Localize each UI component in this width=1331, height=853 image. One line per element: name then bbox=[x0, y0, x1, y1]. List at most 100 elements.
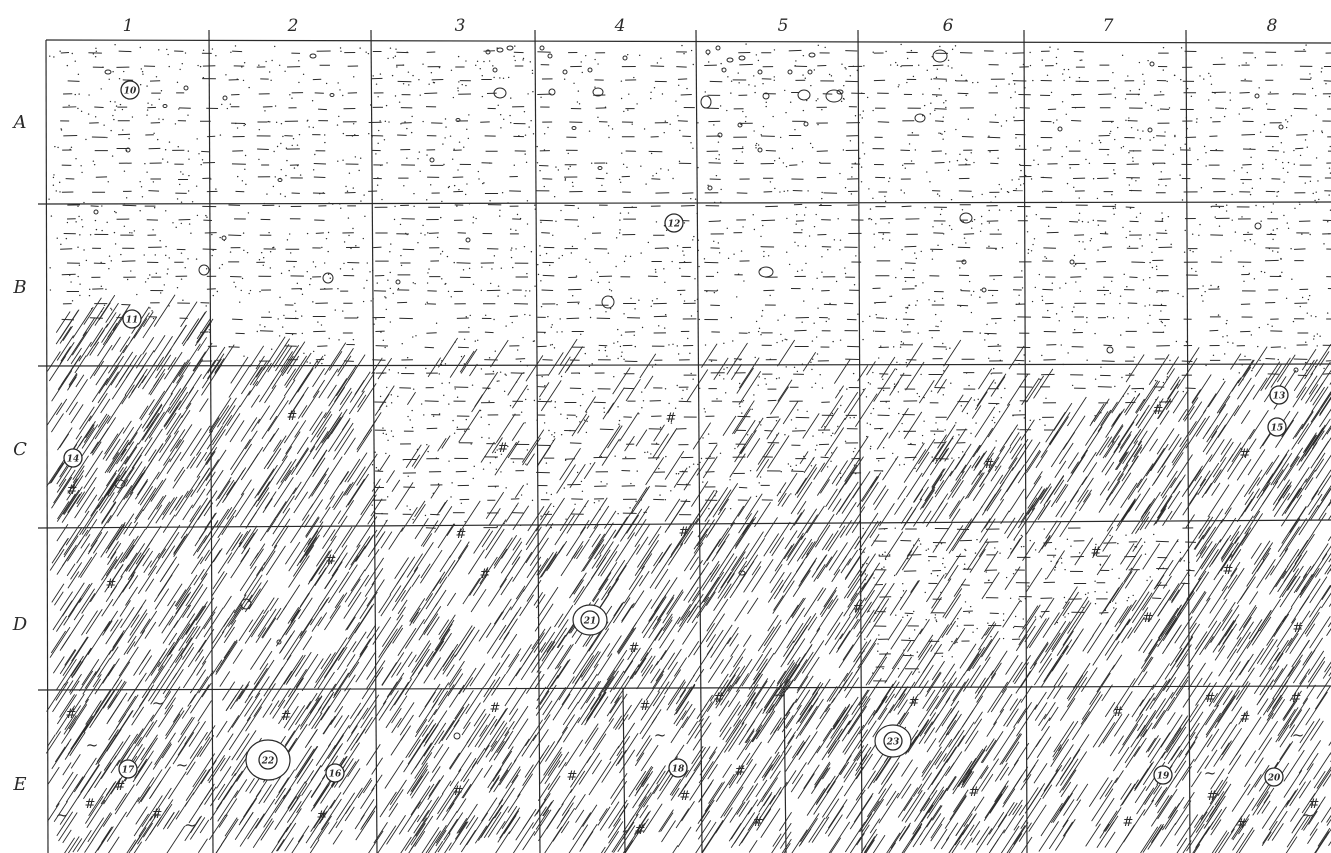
pebble bbox=[1147, 127, 1153, 133]
hash-mark: # bbox=[666, 411, 677, 426]
column-label: 3 bbox=[455, 16, 466, 36]
pebble bbox=[1106, 346, 1114, 354]
wave-mark: ~ bbox=[1302, 806, 1315, 824]
pebble bbox=[803, 121, 809, 127]
find-number: 16 bbox=[329, 770, 342, 780]
column-label: 1 bbox=[123, 16, 134, 36]
pebble bbox=[726, 57, 734, 63]
row-label: A bbox=[12, 112, 27, 133]
pebble bbox=[1149, 61, 1155, 67]
pebble bbox=[492, 67, 498, 73]
grid-line-col-12 bbox=[208, 29, 214, 853]
pebble bbox=[622, 55, 628, 61]
grid-subline-e4 bbox=[622, 687, 626, 853]
hash-mark: # bbox=[1293, 621, 1304, 636]
pebble bbox=[429, 157, 435, 163]
pebble bbox=[455, 118, 461, 122]
column-label: 8 bbox=[1267, 16, 1278, 36]
pebble bbox=[309, 53, 317, 59]
column-label: 6 bbox=[943, 16, 954, 36]
find-number: 17 bbox=[122, 766, 135, 776]
pebble bbox=[198, 264, 210, 276]
pebble bbox=[329, 93, 335, 97]
grid-line-row-cd bbox=[37, 519, 1331, 529]
wave-mark: ~ bbox=[56, 806, 69, 824]
pebble bbox=[738, 55, 746, 61]
pebble bbox=[797, 89, 811, 101]
pebble bbox=[547, 53, 553, 59]
wave-mark: ~ bbox=[1204, 764, 1217, 782]
hash-mark: # bbox=[453, 784, 464, 799]
grid-subline-e5 bbox=[783, 686, 787, 853]
pebble bbox=[981, 287, 987, 293]
hash-mark: # bbox=[753, 815, 764, 830]
find-marker: 16 bbox=[325, 763, 345, 783]
pebble bbox=[592, 87, 604, 97]
pebble bbox=[715, 45, 721, 51]
find-marker: 22 bbox=[245, 739, 291, 781]
grid-line-col-34 bbox=[534, 29, 541, 853]
hash-mark: # bbox=[1143, 611, 1154, 626]
row-label: D bbox=[12, 614, 28, 635]
grid-left-line bbox=[45, 39, 49, 853]
find-circle bbox=[580, 610, 600, 630]
pebble bbox=[700, 95, 712, 109]
find-number: 21 bbox=[583, 617, 597, 627]
hash-mark: # bbox=[1153, 403, 1164, 418]
pebble bbox=[548, 88, 556, 96]
pebble bbox=[562, 69, 568, 75]
find-marker: 14 bbox=[63, 448, 83, 468]
pebble bbox=[959, 212, 973, 224]
pebble bbox=[825, 89, 843, 103]
pebble bbox=[1254, 93, 1260, 99]
pebble bbox=[496, 47, 504, 53]
diagonal-hatching bbox=[45, 294, 1331, 853]
hash-mark: # bbox=[152, 807, 163, 822]
pebble bbox=[240, 598, 252, 610]
grid-line-row-bc bbox=[37, 363, 1331, 367]
pebble bbox=[587, 67, 593, 73]
hash-mark: # bbox=[480, 567, 491, 582]
find-number: 15 bbox=[1271, 424, 1284, 434]
find-marker: 20 bbox=[1264, 767, 1284, 787]
find-circle bbox=[1264, 767, 1284, 787]
pebble bbox=[807, 69, 813, 75]
hash-mark: # bbox=[115, 779, 126, 794]
grid-top-line bbox=[45, 39, 1331, 44]
hash-mark: # bbox=[317, 809, 328, 824]
find-number: 23 bbox=[886, 738, 900, 748]
find-markers: 10 11 12 13 14 15 16 17 18 19 20 21 22 23 bbox=[63, 80, 1289, 787]
pebble bbox=[162, 104, 168, 108]
column-label: 7 bbox=[1103, 16, 1114, 36]
soil-texture-layer bbox=[45, 43, 1331, 853]
pebble bbox=[836, 89, 844, 95]
find-marker: 19 bbox=[1153, 765, 1173, 785]
grid-line-col-45 bbox=[695, 29, 703, 853]
find-marker: 12 bbox=[664, 213, 684, 233]
find-marker: 17 bbox=[118, 759, 138, 779]
pebble bbox=[721, 67, 727, 73]
pebble bbox=[597, 166, 603, 170]
hash-mark: # bbox=[853, 601, 864, 616]
pebble bbox=[961, 259, 967, 265]
hash-mark: # bbox=[1309, 797, 1320, 812]
column-labels: 1 2 3 4 5 6 7 8 bbox=[123, 16, 1278, 36]
column-label: 4 bbox=[614, 16, 626, 36]
pebble bbox=[1057, 126, 1063, 132]
hash-mark: # bbox=[326, 553, 337, 568]
wave-mark: ~ bbox=[654, 726, 667, 744]
find-marker: 21 bbox=[572, 604, 608, 636]
wave-mark: ~ bbox=[774, 686, 787, 704]
wave-mark: ~ bbox=[176, 756, 189, 774]
hash-mark: # bbox=[106, 577, 117, 592]
find-number: 13 bbox=[1273, 392, 1286, 402]
find-number: 10 bbox=[124, 87, 137, 97]
column-label: 2 bbox=[287, 16, 299, 36]
find-number: 22 bbox=[261, 757, 275, 767]
hash-mark: # bbox=[498, 441, 509, 456]
soil-marks: # # # # # # # # # # # # # # # # # # # # # # # # # # # # # # # # # # # # # # # #… bbox=[56, 403, 1320, 838]
pebble bbox=[932, 49, 948, 63]
find-number: 11 bbox=[126, 316, 139, 326]
sand-dots bbox=[48, 43, 1331, 674]
find-circle bbox=[122, 309, 142, 329]
